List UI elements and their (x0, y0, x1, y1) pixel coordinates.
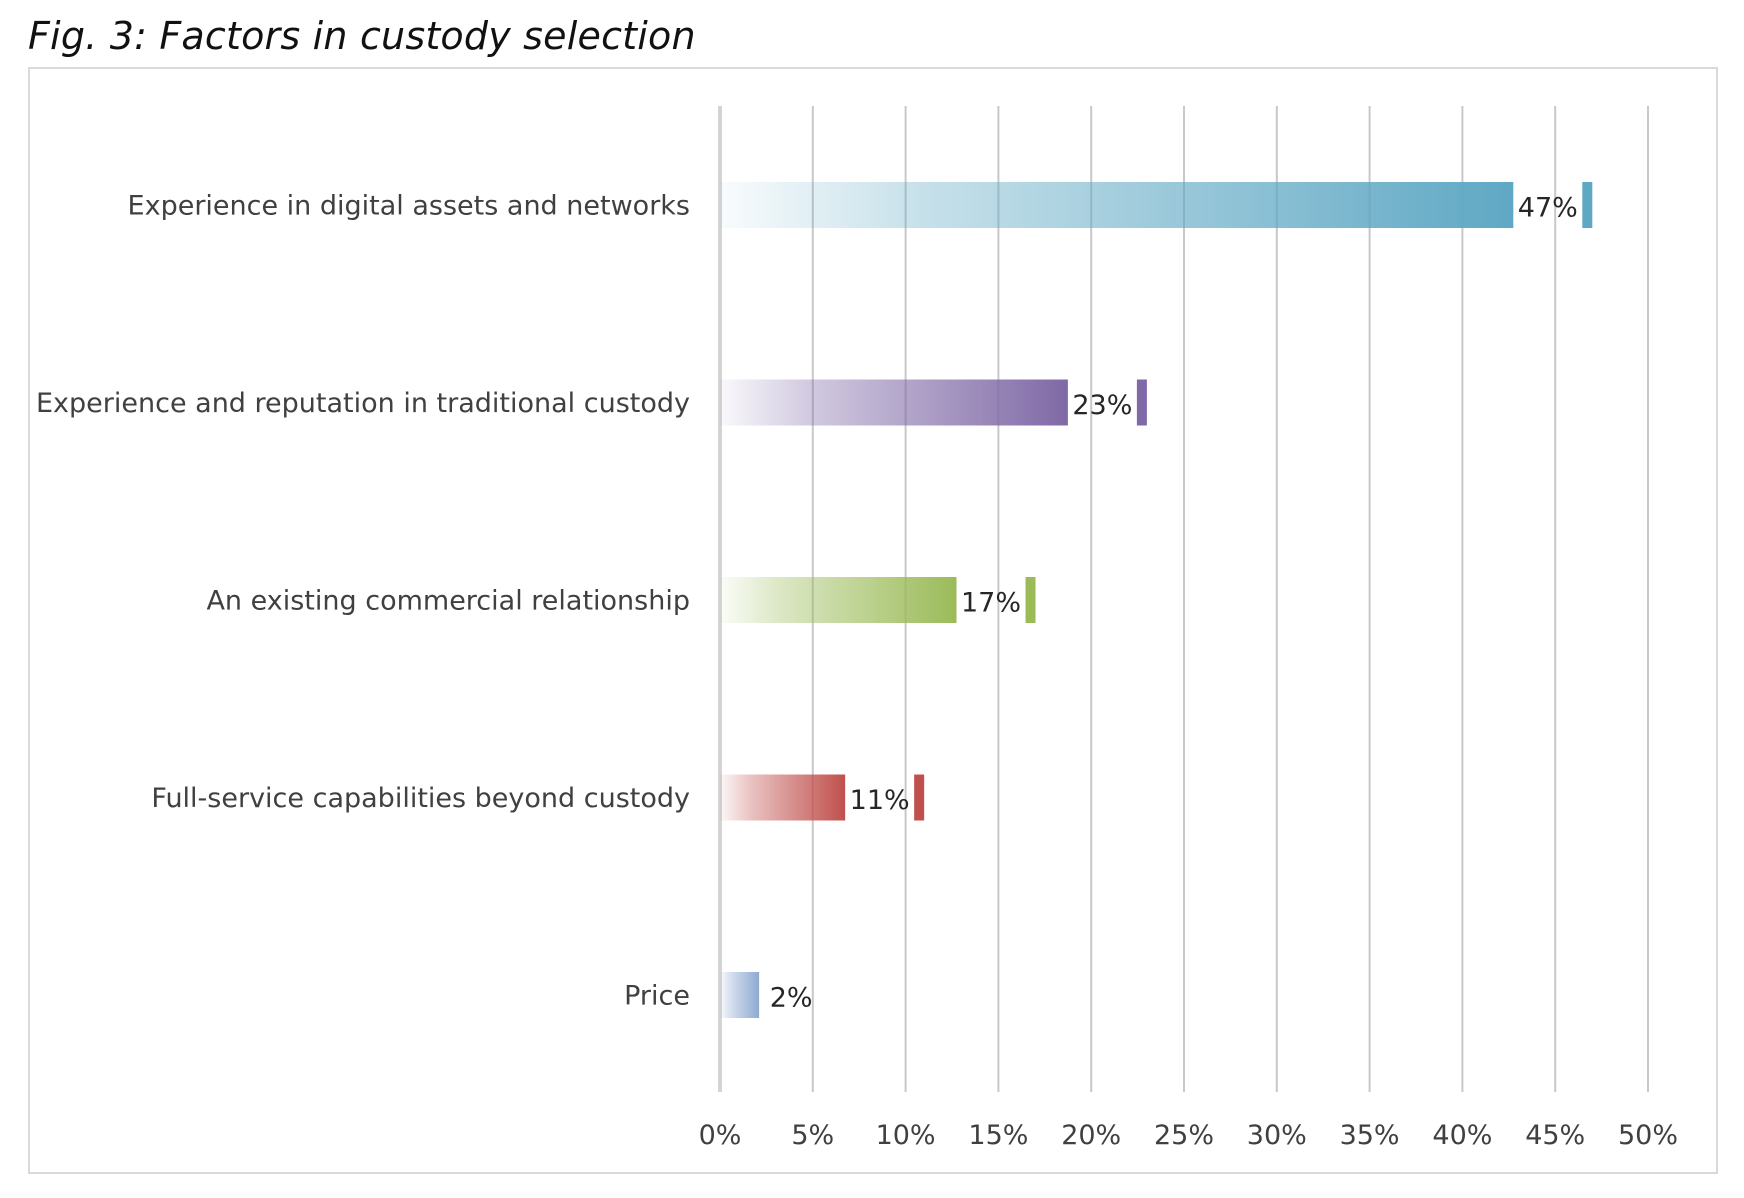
bar (720, 774, 846, 821)
x-tick-label: 25% (1154, 1120, 1214, 1151)
figure-title: Fig. 3: Factors in custody selection (28, 14, 696, 58)
bar-end-cap (1582, 182, 1593, 228)
x-tick-label: 35% (1340, 1120, 1400, 1151)
data-label: 23% (1072, 390, 1132, 421)
gridlines (718, 106, 1649, 1092)
data-label: 2% (770, 983, 813, 1014)
category-label: An existing commercial relationship (206, 586, 690, 617)
category-label: Price (624, 981, 690, 1012)
x-tick-label: 20% (1061, 1120, 1121, 1151)
x-tick-label: 0% (699, 1120, 742, 1151)
bar (720, 972, 760, 1018)
bars (720, 182, 1593, 1018)
category-label: Experience in digital assets and network… (128, 191, 690, 222)
data-label: 47% (1518, 193, 1578, 224)
x-tick-label: 5% (791, 1120, 834, 1151)
category-label: Experience and reputation in traditional… (36, 388, 690, 419)
x-tick-label: 40% (1432, 1120, 1492, 1151)
x-tick-label: 15% (968, 1120, 1028, 1151)
bar-end-cap (1025, 577, 1036, 623)
bar-end-cap (1136, 379, 1147, 426)
labels: 0% 5% 10% 15% 20% 25% 30% 35% 40% 45% 50% Experienc… (36, 191, 1678, 1152)
bar (720, 182, 1514, 228)
x-tick-label: 30% (1247, 1120, 1307, 1151)
category-label: Full-service capabilities beyond custody (151, 783, 690, 814)
x-tick-label: 50% (1618, 1120, 1678, 1151)
x-tick-label: 10% (876, 1120, 936, 1151)
x-tick-label: 45% (1525, 1120, 1585, 1151)
bar (720, 577, 957, 623)
bar (720, 379, 1068, 426)
chart-frame (28, 67, 1718, 1174)
data-label: 17% (961, 588, 1021, 619)
data-label: 11% (850, 785, 910, 816)
bar-end-cap (914, 774, 925, 821)
